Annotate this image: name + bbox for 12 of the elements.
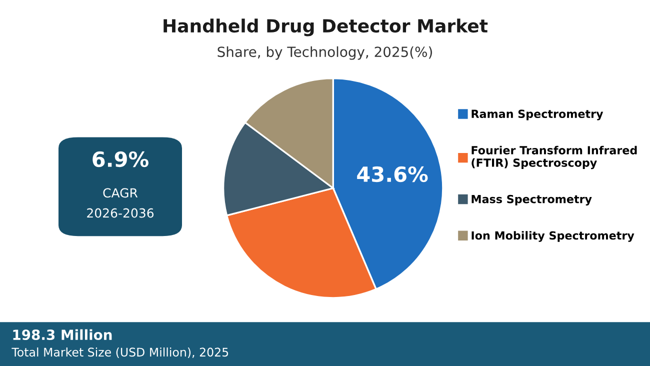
text: 6.9% <box>92 151 148 168</box>
text: Total Market Size (USD Million), 2025 <box>12 347 228 358</box>
text: 198.3 Million <box>13 329 112 340</box>
legend-label: Fourier Transform Infrared (FTIR) Spectroscopy <box>472 146 637 170</box>
chart-title: Handheld Drug Detector Market <box>164 18 488 36</box>
legend-label: Ion Mobility Spectrometry <box>472 231 634 242</box>
chart-subtitle: Share, by Technology, 2025(%) <box>218 46 432 60</box>
legend-label: Raman Spectrometry <box>472 110 604 120</box>
legend-label: Mass Spectrometry <box>472 194 592 206</box>
text: CAGR <box>103 188 138 198</box>
text: 2026-2036 <box>87 208 154 218</box>
data-label: 43.6% <box>357 166 428 182</box>
